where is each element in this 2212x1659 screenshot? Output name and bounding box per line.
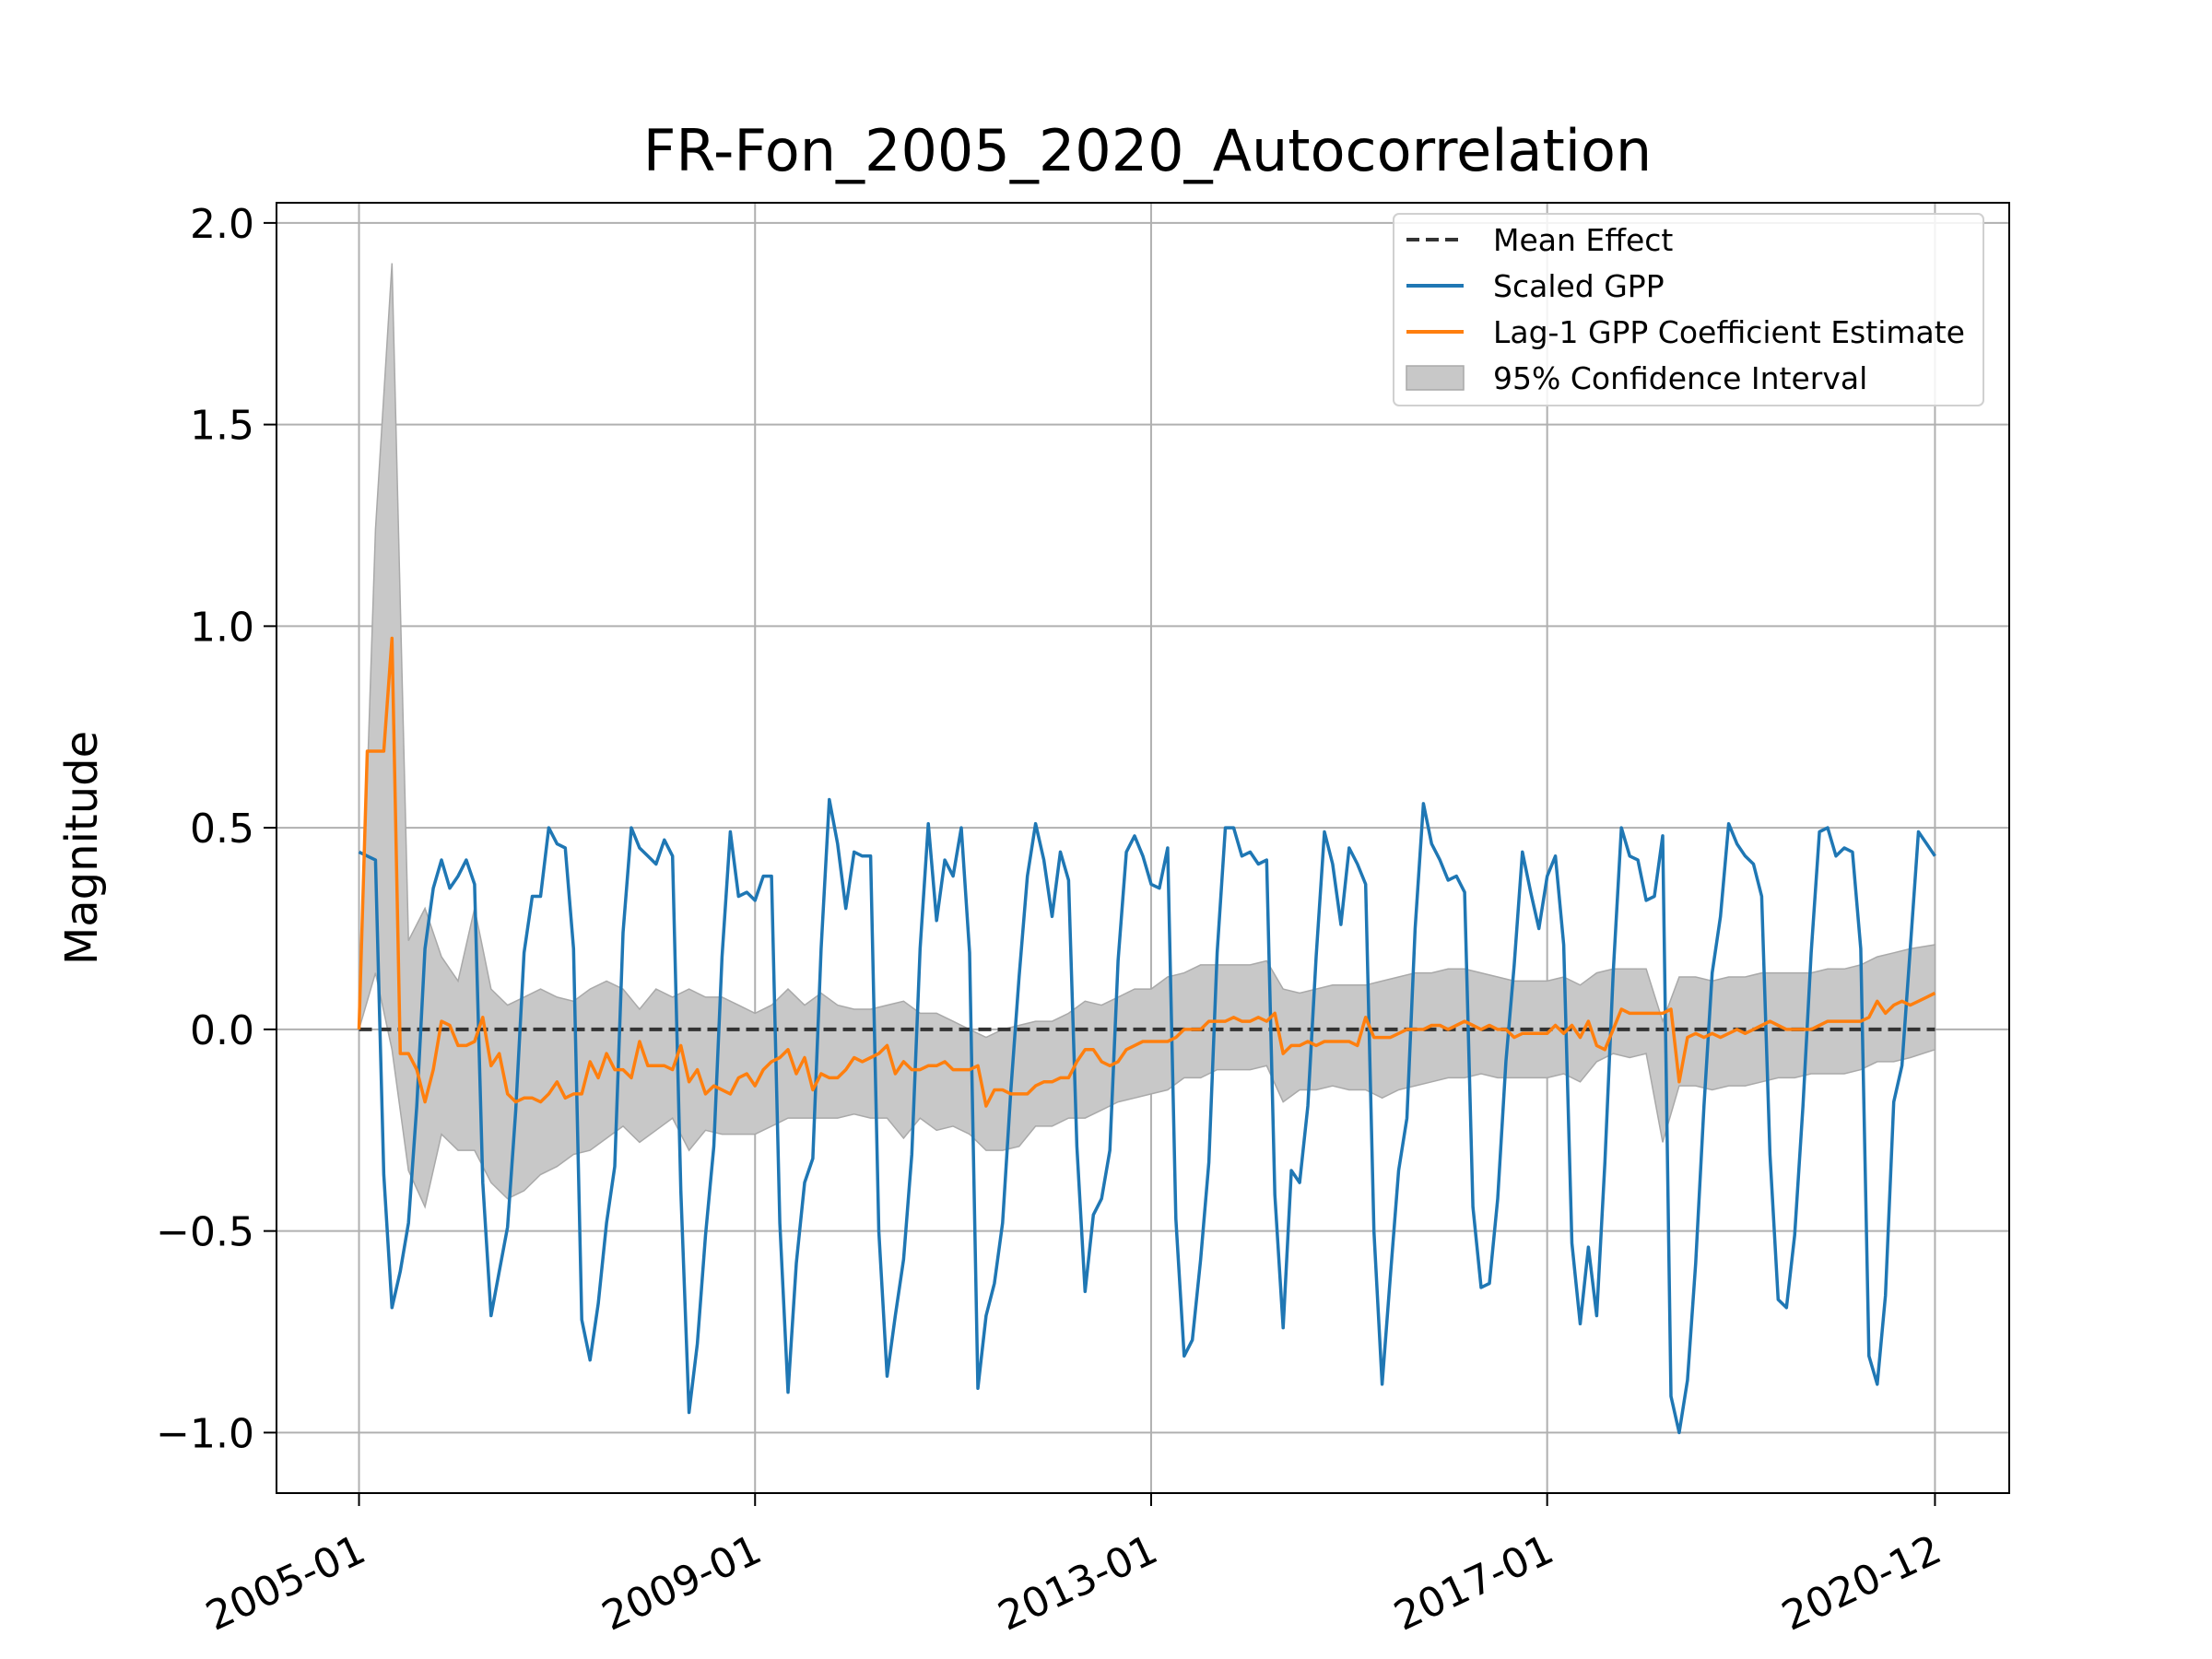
scaled-gpp-line — [358, 797, 1936, 1435]
y-tick-label: 0.5 — [190, 806, 254, 853]
y-tick-label: 1.5 — [190, 403, 254, 450]
y-axis-label: Magnitude — [56, 731, 108, 965]
chart-title: FR-Fon_2005_2020_Autocorrelation — [643, 117, 1652, 184]
legend: Mean Effect Scaled GPP Lag-1 GPP Coefficie… — [1393, 213, 1984, 406]
legend-label: Lag-1 GPP Coefficient Estimate — [1493, 314, 1965, 350]
y-tick-label: −0.5 — [156, 1209, 254, 1256]
y-tick-label: 1.0 — [190, 604, 254, 651]
legend-handle-ci — [1406, 365, 1465, 391]
y-tick-label: 2.0 — [190, 201, 254, 248]
legend-label: Scaled GPP — [1493, 268, 1665, 304]
legend-label: 95% Confidence Interval — [1493, 360, 1867, 396]
y-tick-label: 0.0 — [190, 1007, 254, 1054]
series-line-layer — [357, 636, 1936, 1435]
y-tick-label: −1.0 — [156, 1410, 254, 1457]
legend-label: Mean Effect — [1493, 222, 1673, 258]
plot-frame — [276, 202, 2010, 1494]
lag1-coefficient-line — [357, 636, 1936, 1108]
legend-box — [1393, 213, 1984, 406]
